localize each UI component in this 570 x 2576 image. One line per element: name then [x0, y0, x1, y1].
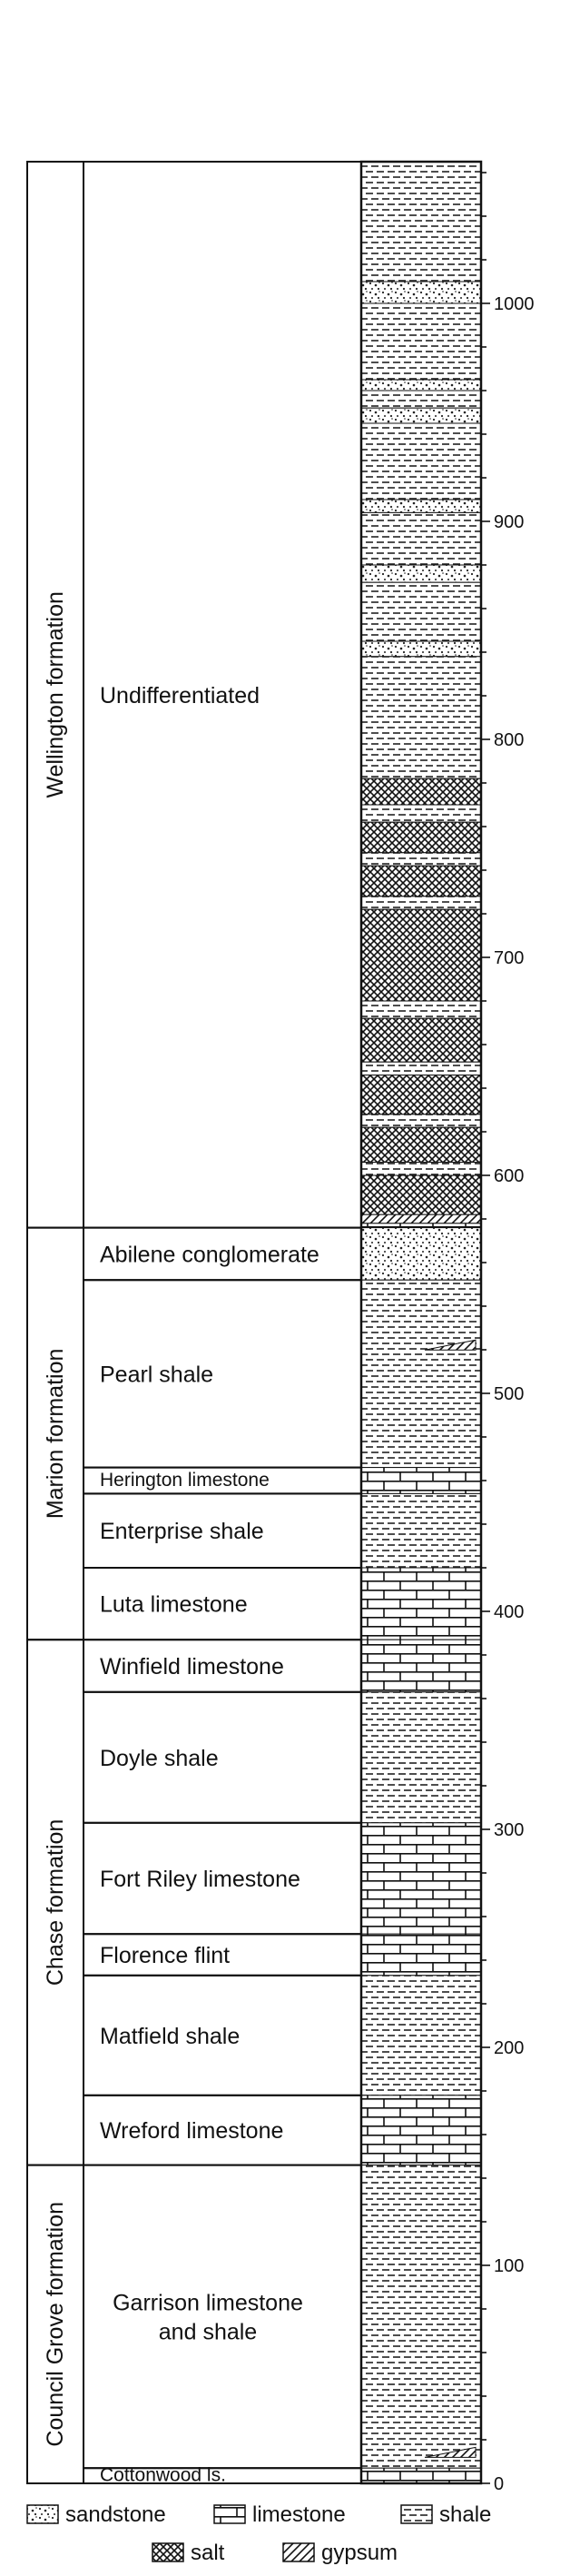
scale-tick-label: 900 — [494, 512, 524, 532]
member-label-wreford-limestone: Wreford limestone — [100, 2118, 283, 2144]
scale-tick-label: 300 — [494, 1820, 524, 1840]
column-layer-shale — [360, 511, 482, 566]
column-layer-shale — [360, 656, 482, 779]
scale-tick-label: 1000 — [494, 294, 535, 314]
column-layer-shale — [360, 422, 482, 500]
column-layer-shale — [360, 2165, 482, 2469]
column-layer-sandstone — [360, 281, 482, 304]
column-layer-shale — [360, 1162, 482, 1176]
column-layer-salt — [360, 1174, 482, 1215]
column-layer-shale — [360, 161, 482, 282]
legend-swatch-sandstone — [26, 2504, 59, 2524]
member-label-florence-flint: Florence flint — [100, 1943, 230, 1968]
column-layer-shale — [360, 804, 482, 823]
legend-label-gypsum: gypsum — [321, 2541, 398, 2565]
member-label-garrison-limestone-and-shale-1: and shale — [159, 2319, 257, 2344]
column-layer-salt — [360, 778, 482, 806]
legend-swatch-gypsum — [282, 2542, 315, 2562]
column-layer-limestone — [360, 1223, 482, 1229]
legend-label-shale: shale — [439, 2502, 491, 2527]
column-layer-limestone — [360, 2095, 482, 2166]
column-layer-sandstone — [360, 1227, 482, 1281]
gypsum-lens — [424, 2446, 477, 2458]
scale-tick-label: 0 — [494, 2474, 504, 2494]
column-layer-limestone — [360, 1822, 482, 1935]
column-layer-salt — [360, 1126, 482, 1164]
column-layer-sandstone — [360, 407, 482, 424]
legend-label-sandstone: sandstone — [65, 2502, 166, 2527]
legend-label-limestone: limestone — [252, 2502, 346, 2527]
scale-tick-label: 500 — [494, 1384, 524, 1404]
column-layer-shale — [360, 1061, 482, 1076]
member-label-abilene-conglomerate: Abilene conglomerate — [100, 1242, 319, 1267]
column-layer-salt — [360, 1075, 482, 1115]
member-label-garrison-limestone-and-shale-0: Garrison limestone — [113, 2290, 303, 2315]
member-label-herington-limestone: Herington limestone — [100, 1470, 270, 1491]
legend-label-salt: salt — [191, 2541, 225, 2565]
scale-tick-label: 600 — [494, 1166, 524, 1186]
scale-tick-label: 800 — [494, 730, 524, 750]
formation-label: Marion formation — [43, 1349, 68, 1520]
member-label-pearl-shale: Pearl shale — [100, 1362, 213, 1387]
member-label-doyle-shale: Doyle shale — [100, 1746, 219, 1771]
column-layer-salt — [360, 1017, 482, 1063]
column-layer-shale — [360, 581, 482, 642]
member-label-matfield-shale: Matfield shale — [100, 2024, 240, 2049]
gypsum-lens — [424, 1339, 477, 1351]
member-label-enterprise-shale: Enterprise shale — [100, 1519, 264, 1544]
member-box-garrison-limestone-and-shale — [83, 2164, 362, 2470]
member-label-fort-riley-limestone: Fort Riley limestone — [100, 1867, 300, 1892]
column-layer-limestone — [360, 2467, 482, 2484]
formation-label: Wellington formation — [43, 591, 68, 798]
member-label-cottonwood-ls: Cottonwood ls. — [100, 2465, 226, 2486]
column-layer-limestone — [360, 1933, 482, 1977]
column-layer-salt — [360, 865, 482, 897]
column-layer-sandstone — [360, 379, 482, 391]
legend-swatch-limestone — [213, 2504, 246, 2524]
column-layer-shale — [360, 852, 482, 867]
column-layer-shale — [360, 302, 482, 381]
column-layer-sandstone — [360, 564, 482, 583]
scale-tick-label: 200 — [494, 2038, 524, 2058]
column-layer-sandstone — [360, 499, 482, 513]
column-layer-sandstone — [360, 640, 482, 658]
column-layer-limestone — [360, 1467, 482, 1494]
column-layer-shale — [360, 1000, 482, 1019]
member-label-winfield-limestone: Winfield limestone — [100, 1654, 284, 1679]
column-layer-limestone — [360, 1567, 482, 1640]
column-layer-salt — [360, 908, 482, 1002]
member-label-undifferentiated: Undifferentiated — [100, 683, 260, 708]
formation-label: Council Grove formation — [43, 2202, 68, 2447]
column-layer-shale — [360, 390, 482, 409]
scale-tick-label: 700 — [494, 948, 524, 968]
column-layer-salt — [360, 821, 482, 854]
column-layer-limestone — [360, 1639, 482, 1693]
scale-tick-label: 400 — [494, 1602, 524, 1622]
column-layer-shale — [360, 1279, 482, 1469]
column-layer-shale — [360, 1691, 482, 1824]
scale-tick-label: 100 — [494, 2256, 524, 2276]
member-label-luta-limestone: Luta limestone — [100, 1592, 248, 1618]
legend-swatch-salt — [152, 2542, 184, 2562]
formation-label: Chase formation — [43, 1819, 68, 1986]
column-outline — [359, 160, 483, 2485]
column-layer-shale — [360, 1492, 482, 1569]
column-layer-shale — [360, 1114, 482, 1128]
column-layer-shale — [360, 896, 482, 910]
column-layer-shale — [360, 1975, 482, 2096]
column-layer-gypsum — [360, 1214, 482, 1224]
legend-swatch-shale — [400, 2504, 433, 2524]
